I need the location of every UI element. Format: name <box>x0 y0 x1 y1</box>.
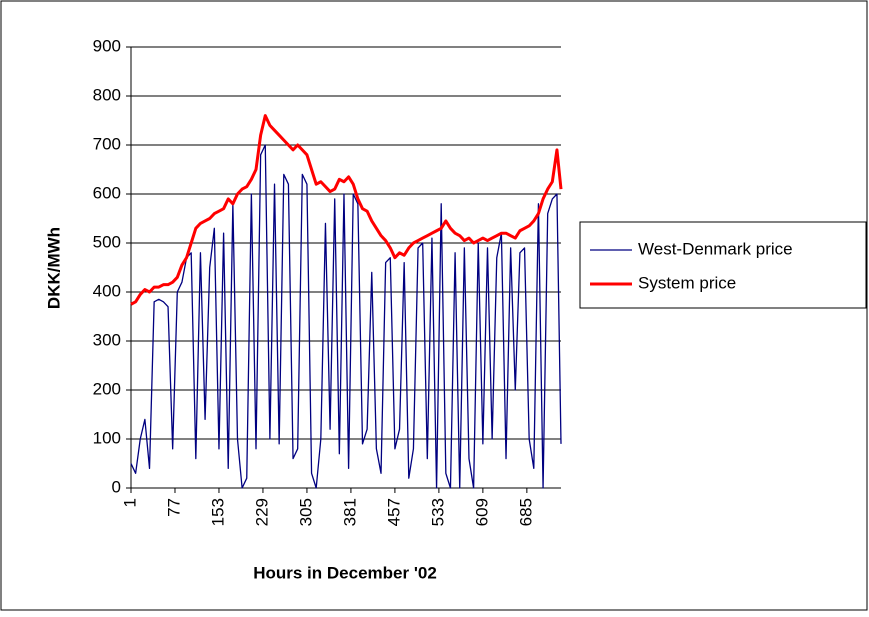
legend-label: West-Denmark price <box>638 239 793 258</box>
y-tick-label: 0 <box>112 477 121 496</box>
x-tick-label: 229 <box>252 498 271 526</box>
y-tick-label: 800 <box>93 85 121 104</box>
x-tick-label: 1 <box>120 498 139 507</box>
y-tick-label: 500 <box>93 232 121 251</box>
x-tick-label: 305 <box>296 498 315 526</box>
y-tick-label: 600 <box>93 183 121 202</box>
y-tick-label: 100 <box>93 428 121 447</box>
y-tick-label: 400 <box>93 281 121 300</box>
x-tick-label: 153 <box>208 498 227 526</box>
series-line <box>130 114 563 306</box>
x-tick-label: 609 <box>472 498 491 526</box>
x-tick-label: 685 <box>516 498 535 526</box>
y-tick-label: 900 <box>93 36 121 55</box>
x-tick-label: 457 <box>384 498 403 526</box>
legend <box>579 221 867 309</box>
x-axis-label: Hours in December '02 <box>253 563 437 582</box>
x-tick-label: 381 <box>340 498 359 526</box>
series-line <box>130 144 562 489</box>
x-tick-label: 533 <box>428 498 447 526</box>
y-tick-label: 200 <box>93 379 121 398</box>
legend-label: System price <box>638 273 736 292</box>
y-axis-label: DKK/MWh <box>44 227 63 309</box>
y-tick-label: 700 <box>93 134 121 153</box>
y-tick-label: 300 <box>93 330 121 349</box>
x-tick-label: 77 <box>164 498 183 517</box>
